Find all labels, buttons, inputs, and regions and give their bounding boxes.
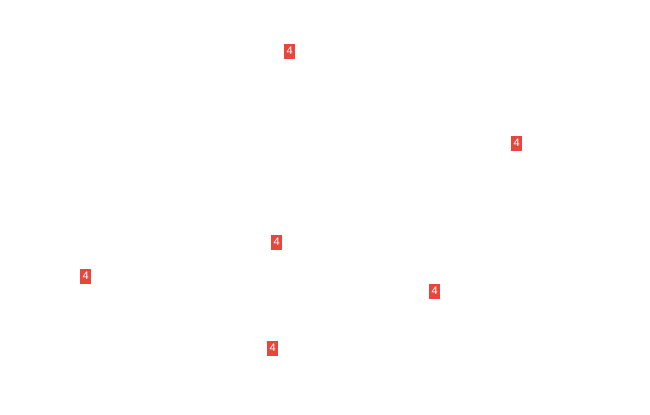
number-badge[interactable]: 4 [429, 284, 440, 299]
number-badge[interactable]: 4 [267, 341, 278, 356]
number-badge[interactable]: 4 [80, 269, 91, 284]
number-badge[interactable]: 4 [271, 235, 282, 250]
number-badge[interactable]: 4 [511, 136, 522, 151]
number-badge[interactable]: 4 [284, 44, 295, 59]
